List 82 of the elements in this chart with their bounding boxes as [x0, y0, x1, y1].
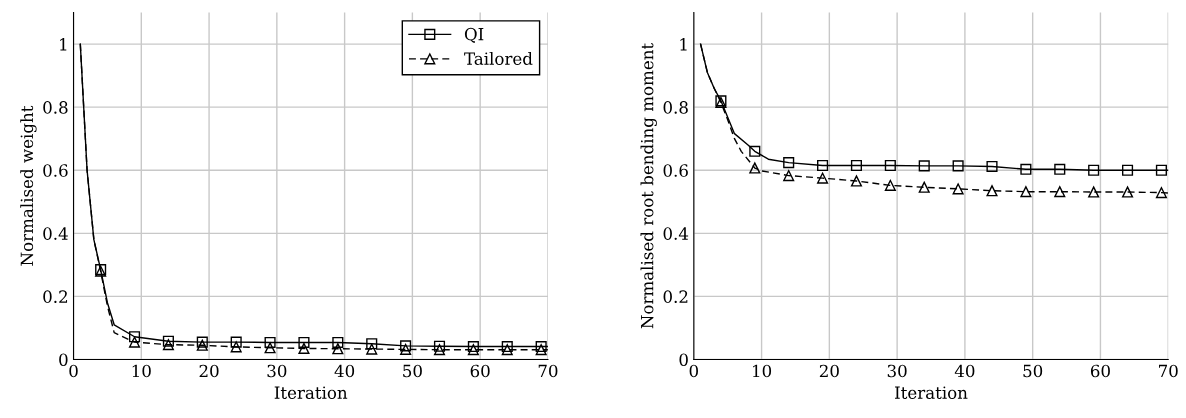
y-tick-label: 0.6: [663, 164, 688, 177]
x-tick-label: 30: [887, 364, 907, 378]
point: [128, 336, 141, 348]
point: [783, 157, 795, 169]
point: [501, 340, 513, 353]
x-tick-label: 50: [1023, 364, 1043, 378]
x-tick-label: 40: [334, 364, 355, 378]
point: [264, 336, 276, 349]
point: [298, 342, 310, 354]
x-tick-label: 70: [1159, 364, 1178, 378]
point: [817, 172, 829, 184]
point: [884, 159, 896, 172]
point: [1121, 164, 1134, 176]
point: [783, 170, 795, 182]
point: [162, 339, 174, 351]
point: [749, 145, 761, 157]
point: [918, 181, 930, 193]
y-tick-label: 0: [59, 353, 68, 367]
x-tick-label: 10: [132, 364, 151, 378]
point: [332, 336, 344, 349]
point: [1155, 187, 1167, 199]
x-axis-title: Iteration: [895, 386, 968, 399]
point: [128, 331, 141, 343]
y-tick-label: 0.8: [43, 101, 68, 114]
point: [817, 159, 829, 172]
y-tick-label: 0.6: [43, 164, 68, 177]
point: [162, 335, 174, 347]
point: [298, 336, 310, 349]
x-tick-label: 40: [954, 364, 975, 378]
point: [918, 160, 930, 172]
x-tick-label: 0: [689, 364, 699, 378]
legend-label: Tailored: [464, 52, 533, 65]
point: [467, 344, 479, 356]
point: [535, 340, 547, 353]
x-tick-label: 30: [267, 364, 287, 378]
point: [850, 175, 863, 187]
point: [749, 162, 761, 174]
point: [884, 179, 896, 191]
point: [366, 338, 378, 350]
point: [264, 342, 276, 354]
x-tick-label: 60: [1090, 364, 1110, 378]
y-axis-title: Normalised root bending moment: [640, 42, 657, 329]
point: [535, 344, 547, 356]
y-axis-title: Normalised weight: [20, 105, 37, 266]
point: [850, 159, 863, 172]
point: [1088, 186, 1100, 198]
point: [986, 185, 998, 197]
y-tick-label: 0.4: [663, 227, 689, 240]
y-tick-label: 0.4: [43, 227, 68, 240]
point: [230, 341, 242, 353]
point: [952, 160, 964, 172]
point: [1020, 163, 1032, 175]
x-axis-title: Iteration: [274, 386, 348, 399]
point: [986, 160, 998, 173]
x-tick-label: 0: [69, 364, 78, 378]
y-tick-label: 0.2: [663, 290, 688, 303]
point: [1020, 186, 1032, 198]
y-tick-label: 0.2: [43, 290, 68, 303]
point: [332, 343, 344, 355]
x-tick-label: 70: [538, 364, 558, 378]
x-tick-label: 60: [470, 364, 490, 378]
point: [1155, 164, 1167, 176]
legend-label: QI: [464, 27, 484, 43]
point: [1054, 186, 1066, 198]
point: [467, 340, 479, 353]
x-tick-label: 50: [403, 364, 422, 378]
point: [1121, 186, 1134, 198]
y-tick-label: 1: [60, 38, 67, 51]
point: [1054, 163, 1066, 175]
point: [366, 343, 378, 355]
point: [501, 344, 513, 356]
point: [1088, 164, 1100, 176]
x-tick-label: 10: [753, 364, 772, 378]
point: [952, 183, 964, 195]
y-tick-label: 1: [680, 38, 687, 51]
x-tick-label: 20: [819, 364, 839, 378]
point: [230, 336, 242, 348]
y-tick-label: 0: [679, 353, 688, 367]
y-tick-label: 0.8: [663, 101, 688, 114]
x-tick-label: 20: [199, 364, 219, 378]
point: [433, 344, 446, 356]
point: [433, 340, 446, 352]
